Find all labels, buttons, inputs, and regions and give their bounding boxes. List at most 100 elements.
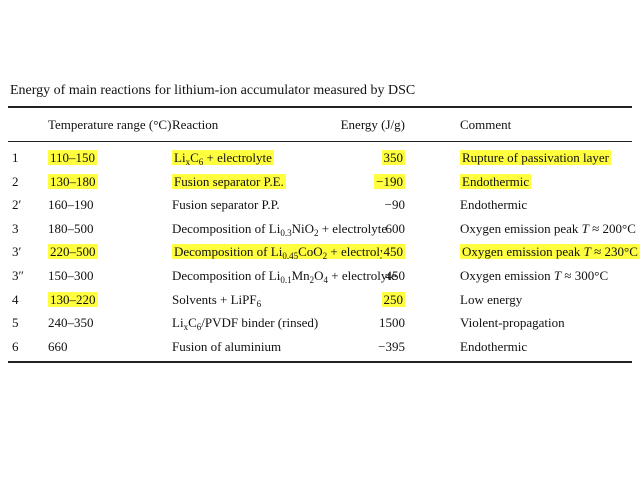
column-header: Energy (J/g) <box>340 117 405 132</box>
subscript: x <box>185 157 191 167</box>
text-run: NiO <box>291 220 314 236</box>
table-cell: −90 <box>384 197 405 213</box>
table-cell: Fusion separator P.E. <box>172 173 286 190</box>
table-cell: Oxygen emission T ≈ 300°C <box>460 268 608 284</box>
table-cell: Solvents + LiPF6 <box>172 291 262 309</box>
highlight: 220–500 <box>48 244 98 260</box>
highlight: 110–150 <box>48 150 98 165</box>
column-header: Reaction <box>172 117 219 132</box>
table-cell: 240–350 <box>48 315 94 331</box>
table-cell: LixC6 + electrolyte <box>172 150 274 167</box>
highlight: 350 <box>381 150 405 165</box>
text-run: Mn <box>291 268 310 283</box>
highlight: −190 <box>374 173 405 189</box>
text-run: Decomposition of Li <box>172 220 281 236</box>
table-cell: 450 <box>385 268 406 283</box>
row-number: 3 <box>12 220 19 236</box>
highlight: Oxygen emission peak T ≈ 230°C <box>460 244 640 260</box>
column-header: Temperature range (°C) <box>48 117 172 132</box>
text-run: + electrolyte <box>328 268 397 283</box>
text-run: /PVDF binder (rinsed) <box>201 315 319 331</box>
italic-symbol: T <box>581 220 589 236</box>
table-cell: 130–180 <box>48 173 98 190</box>
subscript: 0.1 <box>280 275 292 285</box>
row-number: 4 <box>12 291 19 307</box>
subscript: 0.45 <box>282 251 299 262</box>
italic-symbol: T <box>553 268 562 283</box>
italic-symbol: T <box>583 244 591 260</box>
text-run: ≈ 300°C <box>561 268 609 283</box>
table-cell: Oxygen emission peak T ≈ 230°C <box>460 244 640 260</box>
subscript: 2 <box>313 227 319 238</box>
table-cell: Endothermic <box>460 173 532 190</box>
row-number: 6 <box>12 338 19 354</box>
table-cell: Fusion separator P.P. <box>172 197 280 213</box>
table-cell: Decomposition of Li0.45CoO2 + electrolyt… <box>172 244 398 262</box>
text-run: + electrolyte <box>203 150 272 165</box>
table-cell: 450 <box>381 244 405 260</box>
row-number: 3″ <box>12 268 24 283</box>
table-cell: Fusion of aluminium <box>172 338 282 354</box>
table-title: Energy of main reactions for lithium-ion… <box>10 83 416 98</box>
text-run: Decomposition of Li <box>174 244 283 260</box>
highlight: 130–180 <box>48 173 98 189</box>
table-cell: 180–500 <box>48 220 94 236</box>
subscript: 6 <box>256 298 262 309</box>
table-cell: LixC6/PVDF binder (rinsed) <box>172 315 319 333</box>
subscript: 2 <box>309 275 315 285</box>
row-number: 5 <box>12 315 19 331</box>
row-number: 1 <box>12 150 19 165</box>
text-run: Li <box>174 150 186 165</box>
text-run: Oxygen emission peak <box>460 220 582 236</box>
highlight: 130–220 <box>48 291 98 307</box>
table-cell: 220–500 <box>48 244 98 260</box>
text-run: Oxygen emission <box>460 268 554 283</box>
table-cell: −395 <box>378 338 405 354</box>
table-cell: Oxygen emission peak T ≈ 200°C <box>460 221 636 237</box>
table-cell: −190 <box>374 173 405 190</box>
subscript: 4 <box>323 275 329 285</box>
text-run: + electrolyte <box>327 244 396 260</box>
table-cell: Violent-propagation <box>460 315 565 331</box>
subscript: 0.3 <box>280 227 292 238</box>
text-run: Decomposition of Li <box>172 268 281 283</box>
table-cell: 110–150 <box>48 150 98 166</box>
row-number: 2 <box>12 173 19 189</box>
table-cell: 150–300 <box>48 268 94 283</box>
table-cell: 130–220 <box>48 291 98 308</box>
table-cell: 160–190 <box>48 197 94 213</box>
highlight: Decomposition of Li0.45CoO2 + electrolyt… <box>172 244 398 262</box>
highlight: LixC6 + electrolyte <box>172 150 274 167</box>
highlight: 250 <box>381 291 405 307</box>
text-run: ≈ 200°C <box>588 220 636 236</box>
subscript: 6 <box>196 322 202 333</box>
highlight: 450 <box>381 244 405 260</box>
top-rule <box>8 106 632 108</box>
table-cell: 600 <box>385 220 406 236</box>
text-run: O <box>314 268 324 283</box>
table-cell: Decomposition of Li0.1Mn2O4 + electrolyt… <box>172 268 397 285</box>
highlight: Fusion separator P.E. <box>172 173 286 189</box>
subscript: 2 <box>322 251 328 262</box>
table-cell: 1500 <box>379 315 405 331</box>
row-number: 2′ <box>12 197 22 213</box>
table-cell: 250 <box>381 291 405 308</box>
text-run: + electrolyte <box>318 220 388 236</box>
header-rule <box>8 141 632 142</box>
table-cell: Endothermic <box>460 338 528 354</box>
table-cell: Endothermic <box>460 197 528 213</box>
text-run: Oxygen emission peak <box>462 244 584 260</box>
row-number: 3′ <box>12 244 22 260</box>
column-header: Comment <box>460 117 512 132</box>
text-run: Li <box>172 315 184 331</box>
text-run: Solvents + LiPF <box>172 291 257 307</box>
text-run: CoO <box>298 244 323 260</box>
table-cell: Low energy <box>460 291 523 307</box>
table-cell: 660 <box>48 338 68 354</box>
text-run: C <box>190 150 199 165</box>
table-cell: Decomposition of Li0.3NiO2 + electrolyte <box>172 220 388 238</box>
highlight: Endothermic <box>460 173 532 189</box>
table-cell: Rupture of passivation layer <box>460 150 611 166</box>
subscript: 6 <box>198 157 204 167</box>
bottom-rule <box>8 361 632 363</box>
